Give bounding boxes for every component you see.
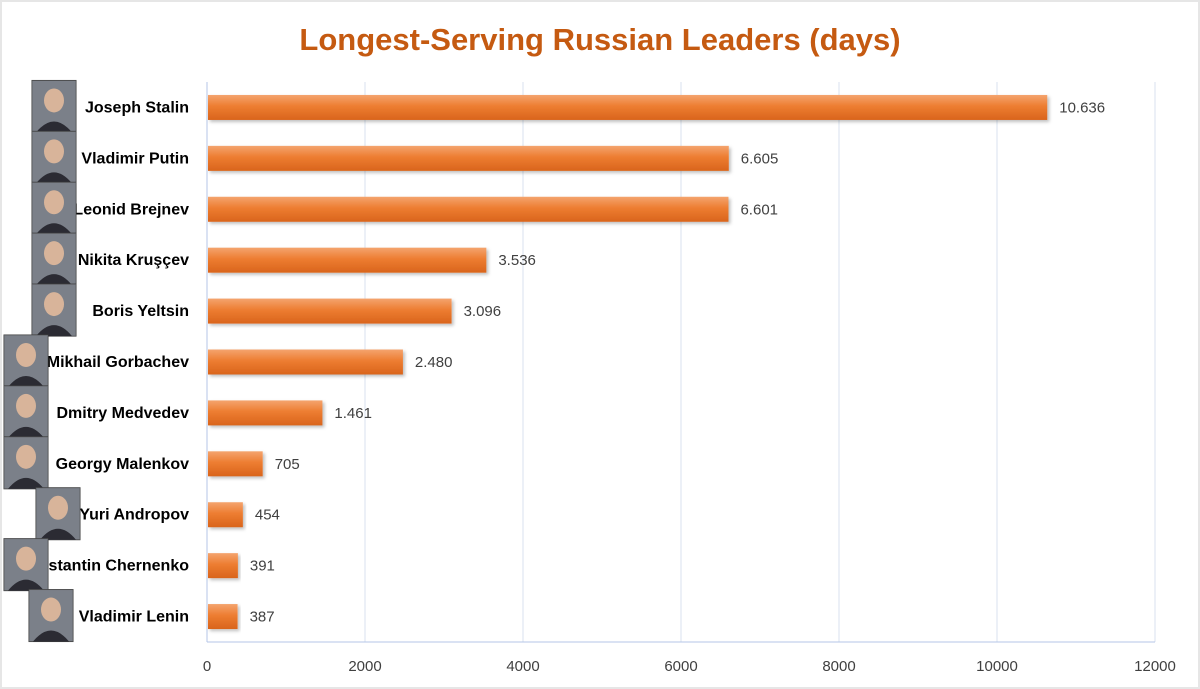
- data-label: 10.636: [1059, 99, 1105, 116]
- bars: 10.636 6.605 6.601 3.536 3.096 2.480 1.461 705 4…: [208, 94, 1105, 630]
- x-axis: 0 2000 4000 6000 8000 10000 12000: [203, 82, 1176, 675]
- category-label: Vladimir Putin: [81, 150, 189, 167]
- x-tick-label: 4000: [506, 658, 539, 675]
- bar-nikita-kru-ev: [208, 247, 487, 273]
- category-label: Vladimir Lenin: [79, 609, 189, 626]
- chart-title: Longest-Serving Russian Leaders (days): [299, 22, 900, 57]
- x-tick-label: 12000: [1134, 658, 1176, 675]
- bar-leonid-brejnev: [208, 196, 729, 222]
- category-label: Nikita Kruşçev: [78, 252, 189, 269]
- category-label: Konstantin Chernenko: [17, 558, 189, 575]
- portrait-photo: [31, 79, 77, 133]
- portrait-photo: [31, 283, 77, 337]
- x-tick-label: 8000: [822, 658, 855, 675]
- category-label: Georgy Malenkov: [56, 456, 189, 473]
- portrait-photo: [3, 334, 49, 388]
- data-label: 6.605: [741, 150, 779, 167]
- category-label: Yuri Andropov: [79, 507, 189, 524]
- data-label: 387: [250, 609, 275, 626]
- data-label: 6.601: [740, 201, 778, 218]
- data-label: 2.480: [415, 354, 453, 371]
- data-label: 705: [275, 456, 300, 473]
- portrait-photo: [35, 487, 81, 541]
- portrait-photo: [31, 181, 77, 235]
- bar-dmitry-medvedev: [208, 400, 323, 426]
- bar-konstantin-chernenko: [208, 553, 238, 579]
- portrait-photo: [3, 538, 49, 592]
- portrait-photo: [31, 130, 77, 184]
- data-label: 454: [255, 507, 280, 524]
- category-label: Leonid Brejnev: [73, 201, 189, 218]
- gridlines: [364, 82, 1156, 642]
- bar-mikhail-gorbachev: [208, 349, 403, 375]
- bar-boris-yeltsin: [208, 298, 452, 324]
- category-label: Boris Yeltsin: [92, 303, 189, 320]
- portrait-photo: [3, 385, 49, 439]
- portrait-photo: [31, 232, 77, 286]
- bar-georgy-malenkov: [208, 451, 263, 477]
- bar-vladimir-putin: [208, 145, 729, 171]
- category-label: Mikhail Gorbachev: [47, 354, 189, 371]
- x-tick-label: 2000: [348, 658, 381, 675]
- category-labels: Joseph Stalin Vladimir Putin Leonid Brejne…: [17, 99, 189, 625]
- data-label: 391: [250, 558, 275, 575]
- bar-vladimir-lenin: [208, 604, 238, 630]
- bar-joseph-stalin: [208, 94, 1048, 120]
- x-tick-label: 10000: [976, 658, 1018, 675]
- portraits: [3, 79, 81, 643]
- x-tick-label: 0: [203, 658, 211, 675]
- data-label: 3.096: [464, 303, 502, 320]
- category-label: Joseph Stalin: [85, 99, 189, 116]
- portrait-photo: [28, 589, 74, 643]
- data-label: 1.461: [334, 405, 372, 422]
- category-label: Dmitry Medvedev: [57, 405, 190, 422]
- bar-yuri-andropov: [208, 502, 243, 528]
- portrait-photo: [3, 436, 49, 490]
- data-label: 3.536: [498, 252, 536, 269]
- x-tick-label: 6000: [664, 658, 697, 675]
